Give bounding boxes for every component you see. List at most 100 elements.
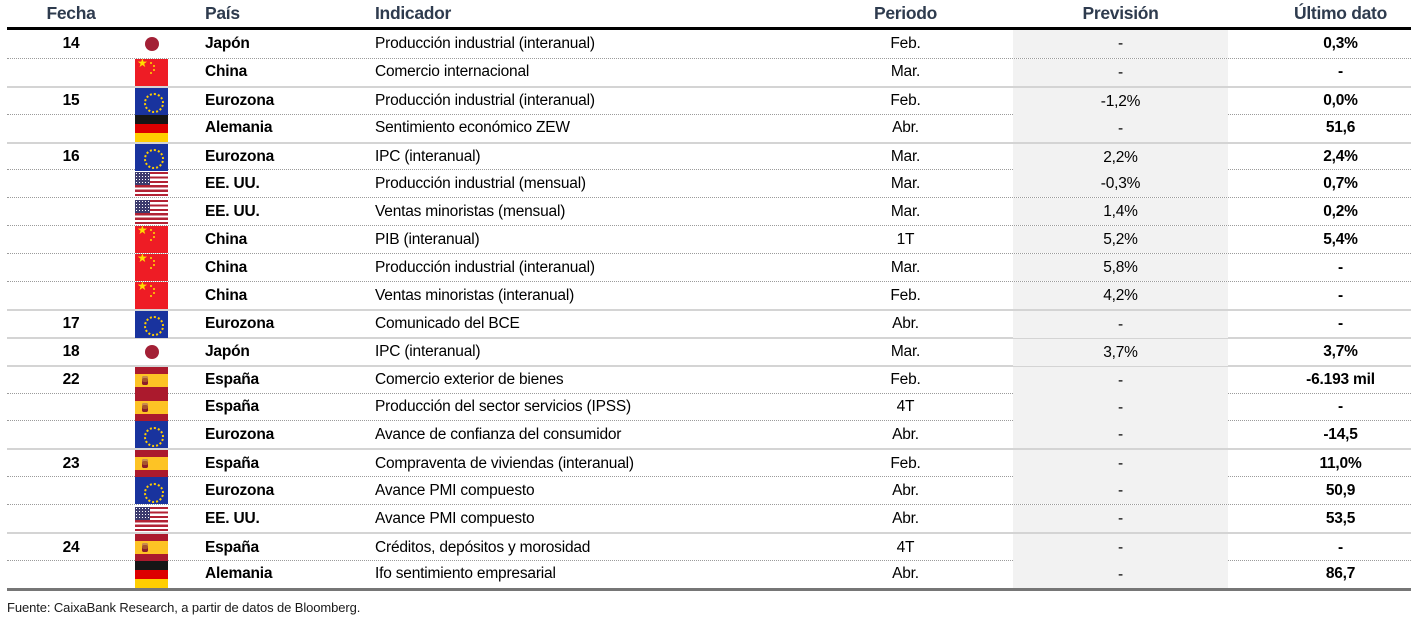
forecast-cell: - — [1013, 560, 1228, 588]
table-row: Alemania Sentimiento económico ZEW Abr. … — [7, 113, 1411, 142]
indicator-cell: Avance PMI compuesto — [375, 509, 535, 527]
period-cell: 4T — [896, 398, 915, 416]
flag-cell — [135, 505, 180, 532]
germany-flag-icon — [135, 560, 168, 588]
forecast-cell: 2,2% — [1013, 143, 1228, 171]
table-row: 15 Eurozona Producción industrial (inter… — [7, 85, 1411, 115]
date-cell: 15 — [62, 92, 80, 110]
date-cell: 14 — [62, 34, 80, 52]
period-cell: 4T — [896, 538, 915, 556]
forecast-cell: - — [1013, 393, 1228, 421]
flag-cell — [135, 393, 180, 421]
forecast-cell: 3,7% — [1013, 338, 1228, 366]
economic-calendar-table: Fecha País Indicador Periodo Previsión Ú… — [7, 0, 1411, 591]
country-cell: Japón — [205, 34, 250, 52]
indicator-cell: Producción industrial (mensual) — [375, 174, 586, 192]
table-row: China Producción industrial (interanual)… — [7, 253, 1411, 282]
last-value-cell: 0,0% — [1323, 92, 1358, 110]
flag-cell — [135, 254, 180, 282]
period-cell: Mar. — [890, 148, 921, 166]
column-header-fecha: Fecha — [46, 3, 96, 23]
table-body: 14 Japón Producción industrial (interanu… — [7, 30, 1411, 591]
flag-cell — [135, 450, 180, 478]
last-value-cell: 86,7 — [1325, 565, 1356, 583]
indicator-cell: PIB (interanual) — [375, 230, 480, 248]
country-cell: EE. UU. — [205, 509, 260, 527]
table-row: 17 Eurozona Comunicado del BCE Abr. - - — [7, 308, 1411, 338]
last-value-cell: 5,4% — [1323, 230, 1358, 248]
last-value-cell: - — [1338, 286, 1343, 304]
period-cell: Mar. — [890, 258, 921, 276]
date-cell: 24 — [62, 538, 80, 556]
country-cell: China — [205, 63, 248, 81]
indicator-cell: Ventas minoristas (interanual) — [375, 286, 575, 304]
indicator-cell: Comercio exterior de bienes — [375, 371, 564, 389]
usa-flag-icon — [135, 506, 168, 531]
flag-cell — [135, 170, 180, 197]
forecast-cell: - — [1013, 477, 1228, 505]
country-cell: EE. UU. — [205, 202, 260, 220]
period-cell: Abr. — [892, 481, 919, 499]
flag-cell — [135, 310, 180, 338]
last-value-cell: 11,0% — [1319, 454, 1362, 472]
date-cell: 22 — [62, 371, 80, 389]
table-row: Eurozona Avance PMI compuesto Abr. - 50,… — [7, 476, 1411, 505]
country-cell: Eurozona — [205, 425, 275, 443]
period-cell: Mar. — [890, 343, 921, 361]
table-row: Alemania Ifo sentimiento empresarial Abr… — [7, 559, 1411, 588]
country-cell: EE. UU. — [205, 174, 260, 192]
flag-cell — [135, 339, 180, 366]
last-value-cell: 51,6 — [1325, 119, 1356, 137]
date-cell: 17 — [62, 315, 80, 333]
forecast-cell: - — [1013, 58, 1228, 86]
table-header-row: Fecha País Indicador Periodo Previsión Ú… — [7, 0, 1411, 30]
forecast-cell: -0,3% — [1013, 170, 1228, 198]
country-cell: Alemania — [205, 565, 273, 583]
country-cell: España — [205, 398, 259, 416]
forecast-cell: - — [1013, 421, 1228, 449]
country-cell: España — [205, 454, 259, 472]
table-row: China Comercio internacional Mar. - - — [7, 57, 1411, 86]
indicator-cell: Producción industrial (interanual) — [375, 92, 595, 110]
spain-flag-icon — [135, 534, 168, 562]
eurozone-flag-icon — [135, 87, 168, 115]
indicator-cell: Comercio internacional — [375, 63, 530, 81]
spain-flag-icon — [135, 366, 168, 394]
forecast-cell: 1,4% — [1013, 198, 1228, 226]
period-cell: Feb. — [890, 34, 921, 52]
column-header-pais: País — [205, 3, 240, 23]
country-cell: Eurozona — [205, 481, 275, 499]
period-cell: Mar. — [890, 174, 921, 192]
forecast-cell: 5,2% — [1013, 226, 1228, 254]
flag-cell — [135, 114, 180, 142]
forecast-cell: - — [1013, 505, 1228, 533]
flag-cell — [135, 534, 180, 562]
period-cell: Abr. — [892, 119, 919, 137]
table-row: 24 España Créditos, depósitos y morosida… — [7, 532, 1411, 562]
last-value-cell: -14,5 — [1323, 425, 1358, 443]
indicator-cell: Sentimiento económico ZEW — [375, 119, 570, 137]
forecast-cell: 5,8% — [1013, 254, 1228, 282]
period-cell: Feb. — [890, 454, 921, 472]
last-value-cell: - — [1338, 315, 1343, 333]
column-header-ultimo-dato: Último dato — [1294, 3, 1387, 23]
date-cell: 18 — [62, 343, 80, 361]
country-cell: Eurozona — [205, 148, 275, 166]
eurozone-flag-icon — [135, 477, 168, 505]
flag-cell — [135, 560, 180, 588]
usa-flag-icon — [135, 171, 168, 196]
flag-cell — [135, 87, 180, 115]
forecast-cell: 4,2% — [1013, 282, 1228, 310]
table-row: 18 Japón IPC (interanual) Mar. 3,7% 3,7% — [7, 336, 1411, 366]
table-row: España Producción del sector servicios (… — [7, 392, 1411, 421]
usa-flag-icon — [135, 199, 168, 224]
last-value-cell: 0,7% — [1323, 174, 1358, 192]
china-flag-icon — [135, 254, 168, 282]
indicator-cell: IPC (interanual) — [375, 148, 481, 166]
last-value-cell: 0,2% — [1323, 202, 1358, 220]
forecast-cell: - — [1013, 366, 1228, 394]
table-row: China Ventas minoristas (interanual) Feb… — [7, 281, 1411, 310]
table-row: China PIB (interanual) 1T 5,2% 5,4% — [7, 225, 1411, 254]
last-value-cell: - — [1338, 258, 1343, 276]
flag-cell — [135, 282, 180, 310]
